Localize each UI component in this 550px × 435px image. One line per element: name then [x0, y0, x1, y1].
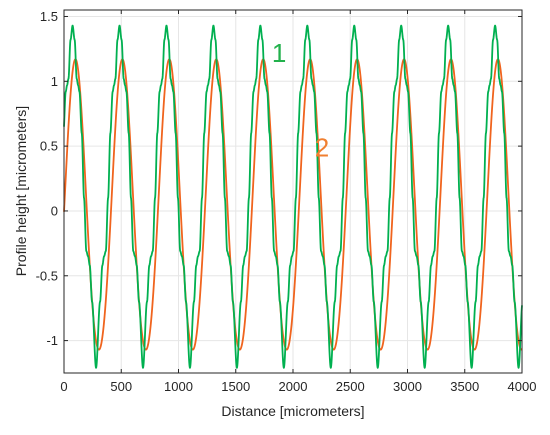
x-axis-label: Distance [micrometers] — [221, 403, 364, 419]
y-tick-label: 0.5 — [40, 139, 58, 154]
x-tick-label: 0 — [60, 379, 67, 394]
x-tick-label: 500 — [110, 379, 132, 394]
y-tick-label: 1.5 — [40, 9, 58, 24]
y-tick-label: -0.5 — [36, 268, 58, 283]
series-1-line — [63, 24, 523, 369]
x-tick-label: 4000 — [508, 379, 537, 394]
curve-annotations: 12 — [272, 38, 329, 163]
x-tick-label: 2500 — [336, 379, 365, 394]
x-tick-label: 3000 — [393, 379, 422, 394]
x-tick-label: 2000 — [279, 379, 308, 394]
curve-label-1: 1 — [272, 38, 286, 68]
y-axis-label: Profile height [micrometers] — [13, 106, 29, 276]
y-tick-label: -1 — [46, 333, 58, 348]
x-tick-label: 1000 — [164, 379, 193, 394]
x-tick-label: 1500 — [221, 379, 250, 394]
x-tick-label: 3500 — [450, 379, 479, 394]
y-tick-label: 1 — [51, 74, 58, 89]
series-layer — [63, 24, 523, 369]
curve-label-2: 2 — [315, 132, 329, 162]
axis-ticks: 0 500 1000 1500 2000 2500 3000 3500 4000 -1 -0.5 0 0… — [36, 9, 537, 394]
y-tick-label: 0 — [51, 203, 58, 218]
